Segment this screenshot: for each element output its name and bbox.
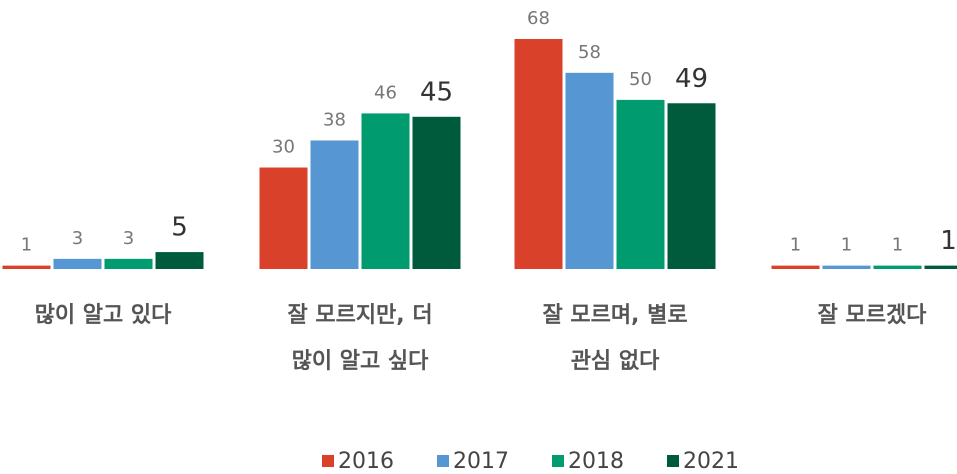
bar — [873, 265, 922, 269]
value-label: 30 — [272, 137, 295, 158]
category-label: 많이 알고 있다 — [35, 303, 173, 328]
bar — [771, 265, 820, 269]
bar — [412, 116, 461, 269]
bar — [514, 39, 563, 269]
bar — [104, 258, 153, 269]
bar — [822, 265, 871, 269]
legend-label: 2021 — [683, 449, 739, 474]
value-label: 58 — [578, 42, 601, 63]
value-label: 3 — [123, 228, 134, 249]
value-label: 1 — [892, 235, 903, 256]
legend-label: 2016 — [338, 449, 394, 474]
bar — [2, 265, 51, 269]
bar — [361, 113, 410, 269]
category-label: 잘 모르겠다 — [818, 303, 928, 328]
value-label: 38 — [323, 109, 346, 130]
value-label: 49 — [675, 64, 708, 94]
bar — [310, 140, 359, 269]
bar — [667, 103, 716, 269]
value-label: 1 — [21, 235, 32, 256]
bar — [565, 72, 614, 269]
category-label: 관심 없다 — [571, 349, 660, 374]
category-label: 잘 모르지만, 더 — [287, 303, 432, 328]
legend-swatch — [667, 455, 679, 467]
value-label: 46 — [374, 82, 397, 103]
value-label: 1 — [841, 235, 852, 256]
legend-label: 2018 — [568, 449, 624, 474]
value-label: 5 — [171, 213, 188, 243]
legend-label: 2017 — [453, 449, 509, 474]
bar — [259, 167, 308, 269]
legend-swatch — [437, 455, 449, 467]
value-label: 3 — [72, 228, 83, 249]
legend-swatch — [322, 455, 334, 467]
legend-swatch — [552, 455, 564, 467]
bar — [155, 252, 204, 269]
bar — [616, 99, 665, 269]
category-label: 잘 모르며, 별로 — [542, 303, 687, 328]
value-label: 45 — [420, 77, 453, 107]
bar — [924, 265, 957, 269]
value-label: 68 — [527, 8, 550, 29]
value-label: 50 — [629, 69, 652, 90]
value-label: 1 — [790, 235, 801, 256]
bar — [53, 258, 102, 269]
value-label: 1 — [940, 226, 957, 256]
category-label: 많이 알고 싶다 — [292, 349, 430, 374]
